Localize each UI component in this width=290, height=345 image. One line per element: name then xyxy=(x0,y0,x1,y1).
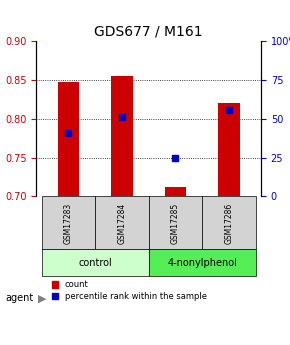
Text: GSM17284: GSM17284 xyxy=(117,202,126,244)
Text: GSM17283: GSM17283 xyxy=(64,202,73,244)
Bar xyxy=(218,104,240,196)
FancyBboxPatch shape xyxy=(95,196,148,249)
Text: 4-nonylphenol: 4-nonylphenol xyxy=(167,258,237,268)
FancyBboxPatch shape xyxy=(202,196,256,249)
Legend: count, percentile rank within the sample: count, percentile rank within the sample xyxy=(52,280,207,301)
FancyBboxPatch shape xyxy=(41,196,95,249)
Text: control: control xyxy=(78,258,112,268)
Text: agent: agent xyxy=(6,294,34,303)
Text: GSM17285: GSM17285 xyxy=(171,202,180,244)
FancyBboxPatch shape xyxy=(41,249,148,276)
FancyBboxPatch shape xyxy=(148,249,256,276)
Text: ▶: ▶ xyxy=(38,294,46,303)
Bar xyxy=(165,187,186,196)
Text: GSM17286: GSM17286 xyxy=(224,202,233,244)
Bar xyxy=(111,76,133,196)
Title: GDS677 / M161: GDS677 / M161 xyxy=(94,25,203,39)
FancyBboxPatch shape xyxy=(148,196,202,249)
Bar xyxy=(58,82,79,196)
